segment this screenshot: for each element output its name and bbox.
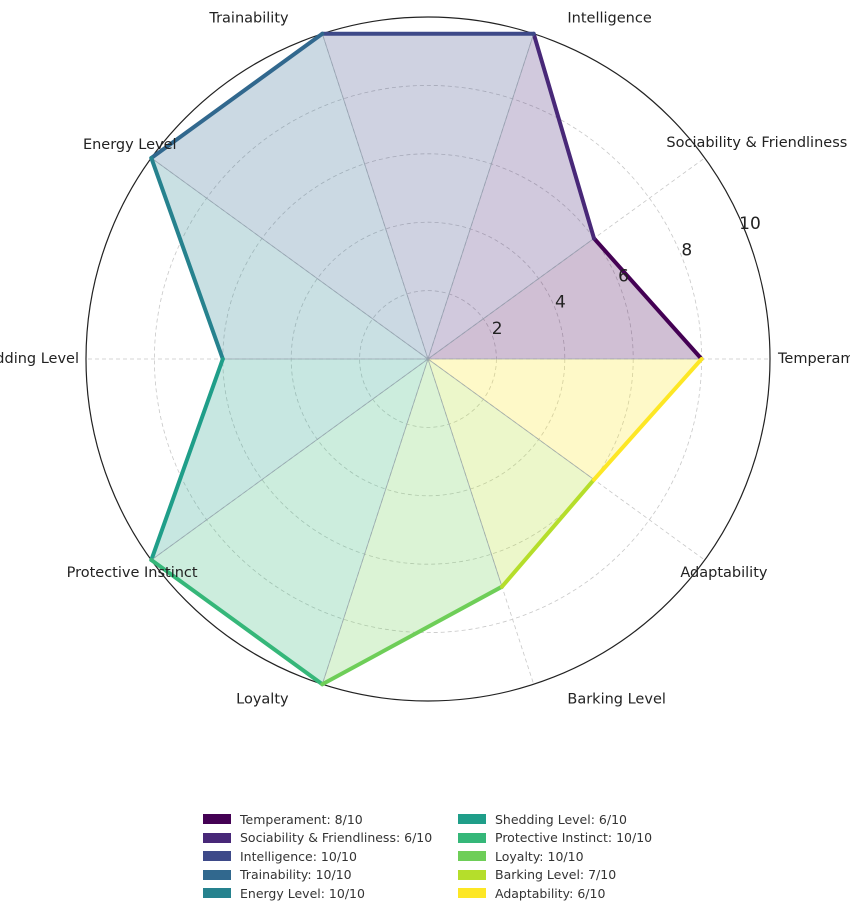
- radial-tick-label: 4: [555, 293, 566, 313]
- legend-item: Adaptability: 6/10: [458, 884, 683, 903]
- sector-edge: [149, 31, 325, 160]
- legend-swatch: [458, 869, 486, 880]
- sector-edge: [531, 31, 597, 241]
- legend-item: Loyalty: 10/10: [458, 847, 683, 866]
- legend-item: Sociability & Friendliness: 6/10: [203, 829, 458, 848]
- axis-label: Barking Level: [567, 692, 666, 708]
- legend-swatch: [203, 888, 231, 899]
- legend-swatch: [458, 832, 486, 843]
- legend-label: Protective Instinct: 10/10: [495, 830, 653, 846]
- axis-label: Loyalty: [236, 692, 289, 708]
- axis-label: Shedding Level: [0, 351, 79, 367]
- legend-swatch: [458, 888, 486, 899]
- legend-swatch: [458, 814, 486, 825]
- legend-item: Shedding Level: 6/10: [458, 810, 683, 829]
- legend-item: Energy Level: 10/10: [203, 884, 458, 903]
- sector-edge: [149, 558, 325, 687]
- legend-label: Barking Level: 7/10: [495, 867, 617, 883]
- legend-label: Trainability: 10/10: [240, 867, 352, 883]
- sector-edge: [149, 357, 225, 563]
- legend-swatch: [203, 851, 231, 862]
- axis-label: Adaptability: [680, 565, 768, 581]
- axis-label: Temperament: [777, 351, 850, 367]
- axis-label: Intelligence: [567, 10, 651, 26]
- legend-label: Energy Level: 10/10: [240, 885, 365, 901]
- sector-edge: [499, 477, 597, 589]
- legend-label: Intelligence: 10/10: [240, 848, 357, 864]
- legend-swatch: [203, 869, 231, 880]
- radial-tick-label: 6: [618, 266, 629, 286]
- radial-tick-label: 10: [739, 214, 761, 234]
- legend-label: Sociability & Friendliness: 6/10: [240, 830, 433, 846]
- sector-edge: [592, 236, 704, 361]
- legend-swatch: [203, 832, 231, 843]
- radial-tick-label: 8: [681, 240, 692, 260]
- legend-item: Protective Instinct: 10/10: [458, 829, 683, 848]
- sector-edge: [320, 584, 504, 687]
- legend-label: Loyalty: 10/10: [495, 848, 584, 864]
- legend-label: Adaptability: 6/10: [495, 885, 606, 901]
- legend-item: Temperament: 8/10: [203, 810, 458, 829]
- radial-tick-label: 2: [492, 319, 503, 339]
- outer-circle: [85, 16, 771, 702]
- legend-label: Temperament: 8/10: [240, 811, 363, 827]
- legend-label: Shedding Level: 6/10: [495, 811, 627, 827]
- legend-item: Barking Level: 7/10: [458, 866, 683, 885]
- axis-label: Energy Level: [83, 137, 177, 153]
- sector-edge: [149, 155, 225, 361]
- axis-label: Sociability & Friendliness: [666, 135, 847, 151]
- sector-layer: [149, 31, 704, 687]
- label-layer: 2 4 6 8 10 Temperament Sociability & Friendlin…: [0, 10, 850, 707]
- legend-item: Intelligence: 10/10: [203, 847, 458, 866]
- legend: Temperament: 8/10 Shedding Level: 6/10 Soc…: [195, 804, 675, 909]
- legend-swatch: [458, 851, 486, 862]
- legend-item: Trainability: 10/10: [203, 866, 458, 885]
- axis-label: Trainability: [208, 10, 289, 26]
- legend-swatch: [203, 814, 231, 825]
- axis-label: Protective Instinct: [67, 565, 198, 581]
- sector-edge: [592, 357, 704, 482]
